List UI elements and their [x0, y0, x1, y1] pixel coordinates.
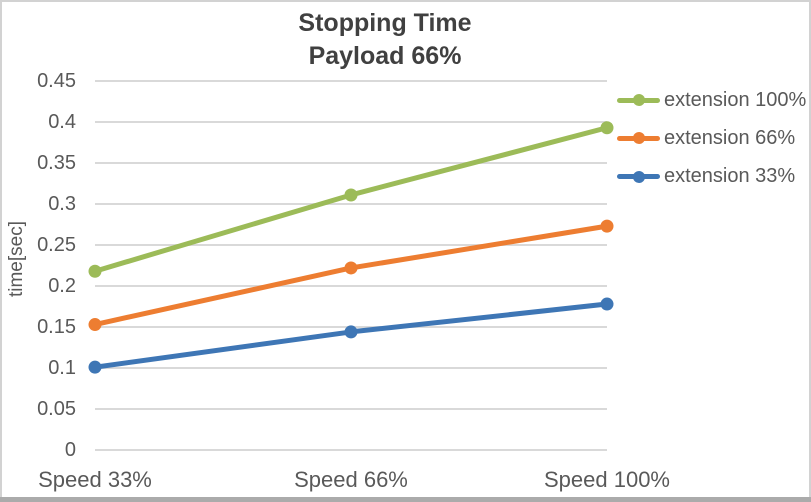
legend-label: extension 66% — [664, 126, 796, 149]
legend-dot-icon — [632, 170, 645, 183]
data-point-marker — [344, 188, 358, 202]
y-tick-label: 0.15 — [37, 316, 76, 338]
y-tick-label: 0.2 — [48, 275, 76, 297]
y-tick-label: 0.25 — [37, 234, 76, 256]
data-point-marker — [600, 297, 614, 311]
legend-item: extension 100% — [617, 87, 806, 113]
x-category-label: Speed 66% — [294, 467, 408, 492]
y-tick-label: 0 — [64, 439, 76, 461]
data-point-marker — [344, 325, 358, 339]
data-point-marker — [344, 261, 358, 275]
legend-dot-icon — [632, 132, 645, 145]
legend-dot-icon — [632, 94, 645, 106]
y-tick-label: 0.1 — [48, 357, 76, 379]
x-category-label: Speed 100% — [544, 467, 670, 492]
series-line — [92, 223, 610, 328]
legend-item: extension 33% — [617, 164, 795, 190]
data-point-marker — [88, 360, 102, 374]
data-point-marker — [88, 318, 102, 332]
chart-title-line1: Stopping Time — [298, 9, 472, 37]
y-tick-label: 0.3 — [48, 193, 76, 215]
data-point-marker — [88, 264, 102, 278]
data-point-marker — [600, 121, 614, 135]
y-tick-label: 0.35 — [37, 152, 76, 174]
x-category-label: Speed 33% — [38, 467, 152, 492]
y-tick-label: 0.45 — [37, 70, 76, 92]
y-tick-label: 0.05 — [37, 398, 76, 420]
chart-title: Stopping Time Payload 66% — [0, 7, 770, 73]
bottom-bar — [0, 497, 811, 502]
legend-line-marker-icon — [617, 132, 660, 145]
legend-label: extension 33% — [664, 165, 796, 188]
y-tick-label: 0.4 — [48, 111, 76, 133]
legend-line-marker-icon — [617, 94, 660, 106]
legend-item: extension 66% — [617, 125, 795, 151]
data-point-marker — [600, 219, 614, 233]
legend-label: extension 100% — [664, 88, 807, 111]
chart-title-line2: Payload 66% — [308, 42, 462, 70]
legend-line-marker-icon — [617, 170, 660, 183]
